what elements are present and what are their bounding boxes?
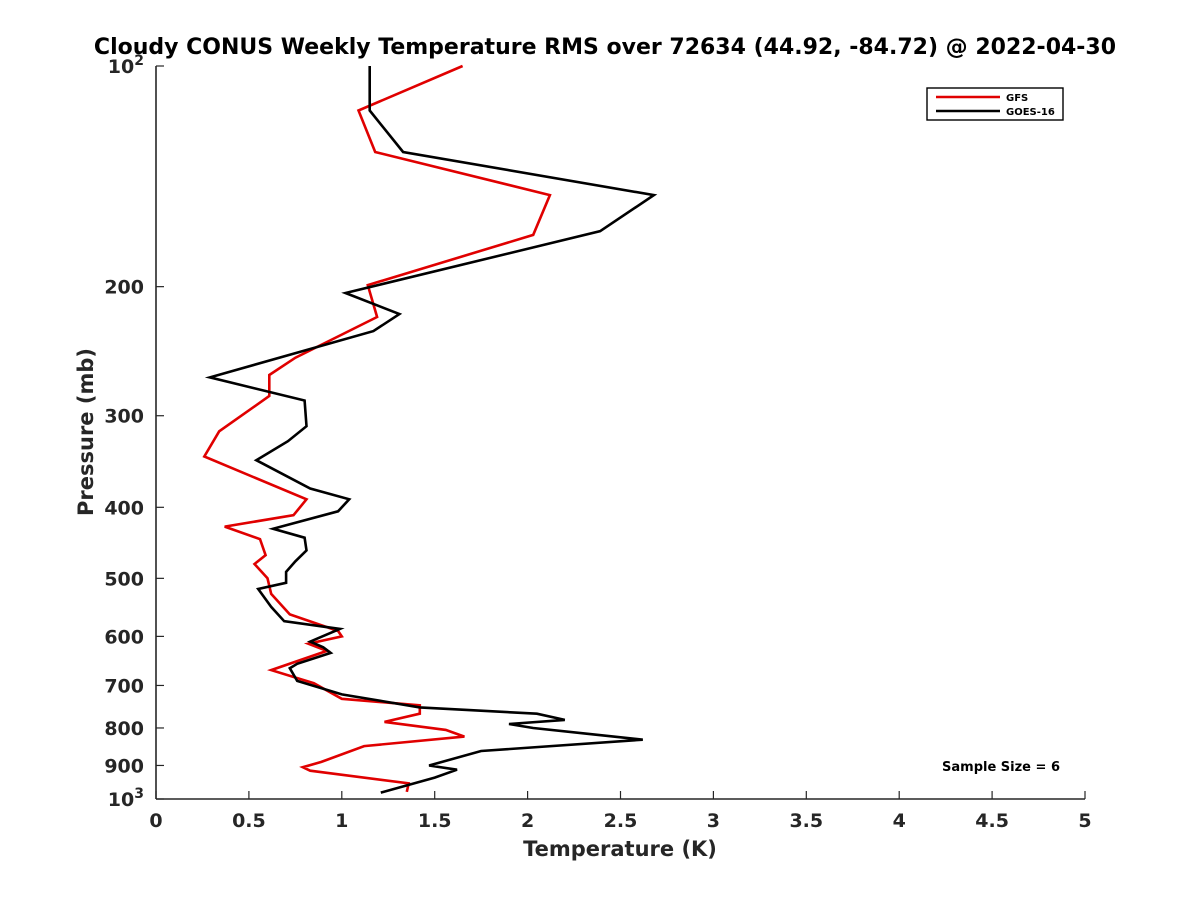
series-line-goes-16: [204, 66, 658, 794]
y-axis-title: Pressure (mb): [74, 348, 98, 516]
legend-label: GFS: [1006, 93, 1028, 104]
x-tick-label: 3: [707, 810, 720, 832]
legend-label: GOES-16: [1006, 107, 1055, 118]
sample-size-annotation: Sample Size = 6: [942, 760, 1060, 775]
y-tick-label: 400: [104, 497, 144, 519]
x-axis-title: Temperature (K): [523, 837, 717, 861]
x-tick-label: 5: [1078, 810, 1091, 832]
x-tick-label: 1: [335, 810, 348, 832]
y-tick-label: 800: [104, 718, 144, 740]
y-tick-label: 200: [104, 277, 144, 299]
x-tick-label: 4: [893, 810, 906, 832]
x-tick-label: 0: [149, 810, 162, 832]
x-tick-label: 0.5: [232, 810, 266, 832]
y-tick-label: 700: [104, 675, 144, 697]
x-tick-label: 1.5: [418, 810, 452, 832]
x-tick-label: 4.5: [975, 810, 1009, 832]
y-tick-label: 103: [108, 786, 144, 811]
x-tick-label: 3.5: [789, 810, 823, 832]
y-tick-label: 102: [108, 53, 144, 78]
x-tick-label: 2: [521, 810, 534, 832]
x-tick-label: 2.5: [604, 810, 638, 832]
plot-area: 0 0.5 1 1.5 2 2.5 3 3.5 4 4.5 5 102 200 300 400 500 600 7…: [104, 53, 1091, 832]
y-tick-label: 600: [104, 626, 144, 648]
series-line-gfs: [202, 64, 552, 793]
y-tick-label: 900: [104, 755, 144, 777]
legend: GFS GOES-16: [926, 87, 1064, 121]
y-tick-label: 500: [104, 568, 144, 590]
y-tick-label: 300: [104, 406, 144, 428]
chart-title: Cloudy CONUS Weekly Temperature RMS over…: [94, 35, 1116, 60]
